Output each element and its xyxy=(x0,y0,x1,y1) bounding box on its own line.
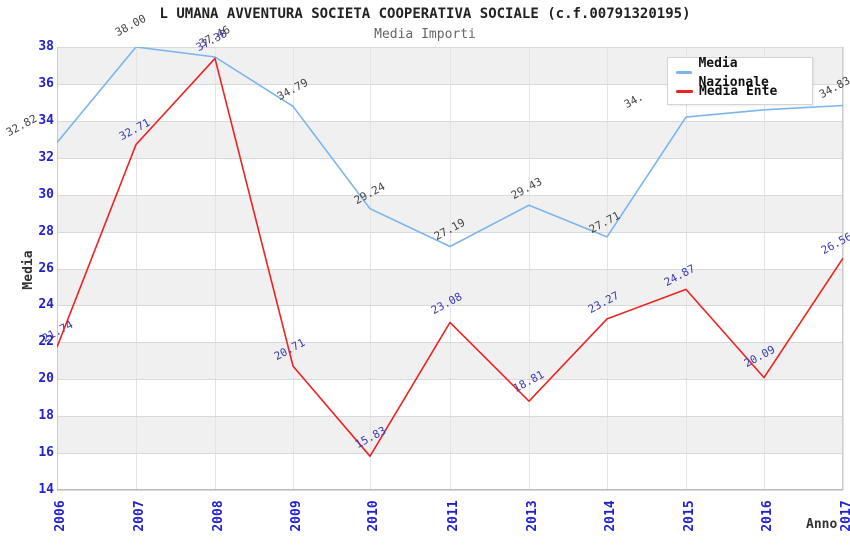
h-gridline xyxy=(57,305,843,307)
series-lines xyxy=(57,47,843,458)
h-gridline xyxy=(57,157,843,159)
x-tick-label: 2017 xyxy=(839,500,850,532)
y-tick-label: 14 xyxy=(38,482,54,497)
legend: Media Nazionale Media Ente xyxy=(667,56,813,105)
y-tick-label: 30 xyxy=(38,186,54,202)
plot-right-border xyxy=(842,47,843,490)
h-gridline xyxy=(57,83,843,85)
legend-label-ente: Media Ente xyxy=(699,84,778,99)
x-axis-line xyxy=(57,489,843,490)
series-line-media-nazionale[interactable] xyxy=(57,47,843,248)
x-tick-label: 2009 xyxy=(289,500,304,532)
y-tick-label: 28 xyxy=(38,223,54,239)
series-line-media-ente[interactable] xyxy=(57,57,843,458)
plot-area xyxy=(57,47,844,491)
legend-label-nazionale: Media Nazionale xyxy=(698,55,769,90)
y-tick-label: 22 xyxy=(38,334,54,350)
x-axis-title: Anno xyxy=(806,517,838,532)
x-tick-label: 2007 xyxy=(132,500,147,532)
y-tick-label: 16 xyxy=(38,445,54,461)
h-gridline xyxy=(57,490,843,491)
legend-item-media-ente[interactable]: Media Ente xyxy=(676,82,812,101)
x-tick-label: 2013 xyxy=(525,500,540,532)
y-tick-label: 18 xyxy=(38,408,54,424)
x-tick-label: 2015 xyxy=(682,500,697,532)
x-tick-label: 2010 xyxy=(366,500,381,532)
h-gridline xyxy=(57,416,843,418)
h-gridline xyxy=(57,453,843,455)
data-label: 32.82 xyxy=(3,111,40,139)
h-gridline xyxy=(57,120,843,122)
chart-title: L UMANA AVVENTURA SOCIETA COOPERATIVA SO… xyxy=(159,6,691,22)
h-gridline xyxy=(57,231,843,233)
h-gridline xyxy=(57,268,843,270)
y-tick-label: 24 xyxy=(38,297,54,313)
legend-swatch-nazionale-icon xyxy=(676,71,693,74)
v-gridline xyxy=(843,47,844,490)
y-tick-label: 36 xyxy=(38,75,54,91)
x-tick-label: 2014 xyxy=(603,500,618,532)
plot-left-border xyxy=(57,47,58,490)
x-tick-label: 2008 xyxy=(211,500,226,532)
chart-subtitle: Media Importi xyxy=(374,27,476,42)
y-tick-label: 20 xyxy=(38,371,54,387)
legend-swatch-ente-icon xyxy=(676,90,693,93)
h-gridline xyxy=(57,47,843,48)
y-tick-label: 38 xyxy=(38,39,54,54)
h-gridline xyxy=(57,194,843,196)
y-tick-label: 26 xyxy=(38,260,54,276)
x-tick-label: 2011 xyxy=(446,500,461,532)
y-tick-label: 32 xyxy=(38,149,54,165)
h-gridline xyxy=(57,379,843,381)
y-tick-label: 34 xyxy=(38,112,54,128)
legend-item-media-nazionale[interactable]: Media Nazionale xyxy=(676,56,812,90)
x-tick-label: 2006 xyxy=(53,500,68,532)
h-gridline xyxy=(57,342,843,344)
x-tick-label: 2016 xyxy=(760,500,775,532)
